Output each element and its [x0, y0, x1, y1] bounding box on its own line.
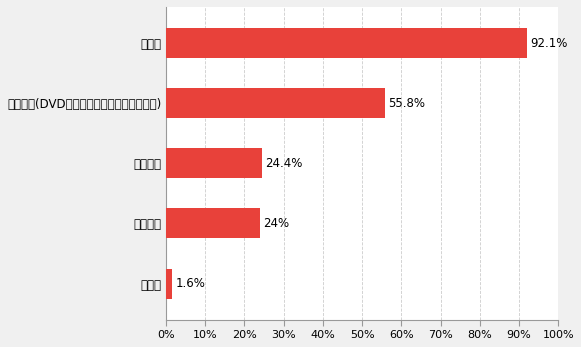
Bar [166, 209, 260, 238]
Text: 24%: 24% [263, 217, 289, 230]
Bar [166, 269, 173, 298]
Text: 55.8%: 55.8% [388, 97, 425, 110]
Bar [166, 28, 528, 58]
Bar [166, 88, 385, 118]
Text: 24.4%: 24.4% [265, 157, 302, 170]
Text: 92.1%: 92.1% [530, 36, 568, 50]
Text: 1.6%: 1.6% [175, 277, 205, 290]
Bar [166, 148, 262, 178]
